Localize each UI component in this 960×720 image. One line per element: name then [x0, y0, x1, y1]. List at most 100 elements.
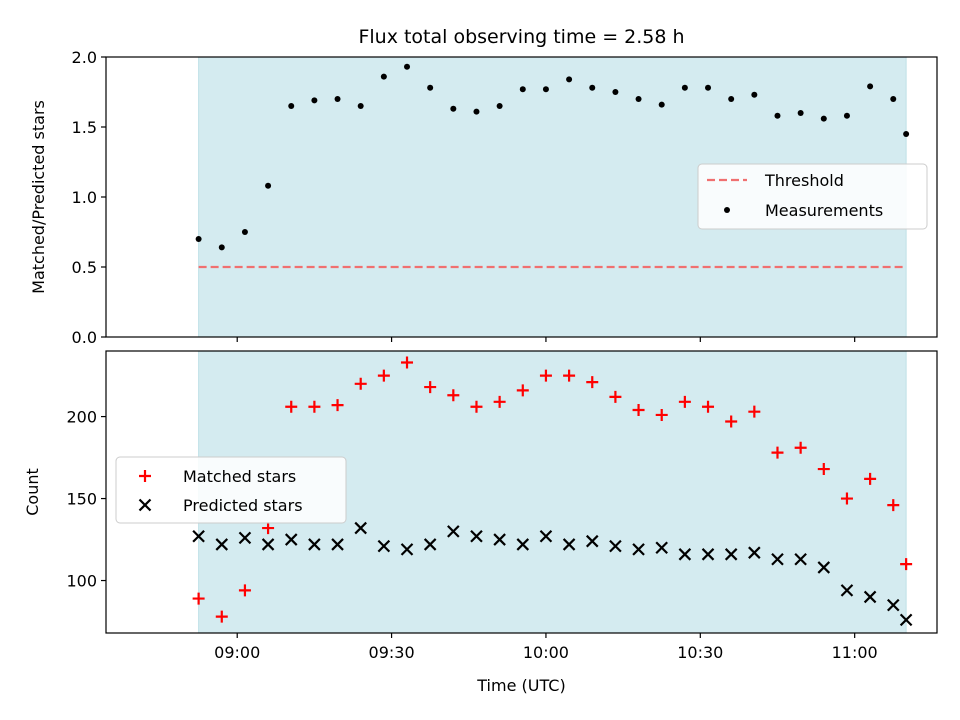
predicted-star-point: [284, 533, 298, 546]
predicted-star-point: [238, 531, 252, 545]
matched-star-point: [586, 376, 599, 389]
chart-title: Flux total observing time = 2.58 h: [358, 26, 684, 48]
matched-star-point: [262, 522, 275, 535]
measurement-point: [728, 96, 735, 102]
matched-star-point: [516, 384, 529, 397]
predicted-star-point: [724, 548, 738, 561]
predicted-star-point: [886, 598, 900, 612]
matched-star-point: [725, 415, 738, 428]
matched-star-point: [377, 369, 390, 382]
predicted-star-point: [493, 533, 506, 546]
matched-star-point: [887, 499, 900, 512]
matched-star-point: [192, 592, 205, 605]
measurement-point: [195, 236, 202, 242]
matched-star-point: [238, 584, 251, 597]
predicted-star-point: [794, 552, 807, 566]
matched-star-point: [401, 356, 414, 369]
y-tick-label: 1.5: [72, 118, 97, 137]
measurement-point: [774, 112, 781, 119]
measurement-point: [612, 89, 619, 95]
predicted-star-point: [377, 539, 391, 553]
matched-star-point: [655, 408, 668, 421]
bottom-panel: 100 150 200 09:00 09:30 10:00 10:30 11:00 Count T…: [23, 350, 938, 695]
measurement-point: [589, 84, 596, 91]
predicted-star-point: [516, 538, 530, 551]
predicted-star-point: [655, 541, 668, 555]
measurement-point: [867, 83, 874, 90]
legend-predicted-label: Predicted stars: [183, 496, 303, 515]
predicted-star-point: [470, 529, 483, 543]
matched-star-point: [817, 463, 830, 476]
measurement-point: [218, 244, 225, 251]
predicted-star-point: [771, 552, 784, 566]
matched-star-point: [678, 395, 691, 408]
matched-star-point: [285, 400, 298, 413]
y-tick-label: 200: [66, 408, 97, 427]
measurement-point: [635, 96, 642, 102]
y-tick-label: 0.5: [72, 258, 97, 277]
x-tick-label: 09:30: [369, 643, 415, 662]
predicted-star-point: [331, 538, 344, 551]
legend-measurements-label: Measurements: [765, 201, 883, 220]
legend-measurements-swatch: [724, 207, 730, 213]
measurement-point: [519, 86, 526, 93]
measurement-point: [705, 84, 712, 91]
predicted-star-point: [632, 543, 645, 556]
measurement-point: [542, 86, 549, 93]
matched-star-point: [702, 400, 715, 413]
predicted-star-point: [678, 548, 692, 561]
y-axis-label: Matched/Predicted stars: [29, 100, 48, 294]
measurement-point: [751, 91, 758, 98]
predicted-star-point: [840, 584, 854, 597]
predicted-star-point: [192, 529, 205, 543]
predicted-star-point: [817, 561, 831, 574]
x-tick-label: 10:00: [523, 643, 569, 662]
legend-predicted-swatch: [138, 498, 152, 512]
matched-star-point: [748, 405, 761, 418]
measurement-point: [820, 115, 827, 122]
legend-box: [697, 163, 928, 230]
y-axis-label: Count: [23, 468, 42, 516]
matched-star-point: [609, 390, 622, 403]
x-tick-label: 09:00: [214, 643, 260, 662]
measurement-point: [380, 73, 387, 80]
legend-threshold-label: Threshold: [764, 171, 844, 190]
predicted-star-point: [863, 590, 877, 604]
y-tick-label: 100: [66, 572, 97, 591]
matched-star-point: [771, 446, 784, 459]
matched-star-point: [470, 400, 483, 413]
measurement-point: [288, 103, 295, 109]
legend: Threshold Measurements: [697, 163, 928, 230]
predicted-star-point: [562, 538, 576, 551]
matched-star-point: [632, 404, 645, 417]
matched-star-point: [563, 369, 576, 382]
x-tick-label: 10:30: [677, 643, 723, 662]
matched-star-point: [331, 399, 344, 412]
predicted-star-point: [423, 538, 437, 551]
x-tick-label: 11:00: [832, 643, 878, 662]
y-tick-label: 150: [66, 490, 97, 509]
x-axis-label: Time (UTC): [476, 676, 565, 695]
legend-box: [115, 456, 347, 524]
measurement-point: [427, 84, 434, 91]
legend-matched-swatch: [139, 470, 151, 482]
matched-star-point: [539, 369, 552, 382]
matched-star-point: [900, 558, 913, 571]
matched-star-point: [864, 472, 877, 485]
measurement-point: [265, 182, 272, 189]
predicted-star-point: [400, 543, 414, 556]
measurement-point: [241, 229, 248, 235]
measurement-point: [681, 84, 688, 91]
predicted-star-point: [354, 521, 367, 535]
matched-star-point: [840, 492, 853, 505]
matched-star-point: [354, 377, 367, 390]
measurement-point: [334, 96, 341, 102]
legend: Matched stars Predicted stars: [115, 456, 347, 524]
y-tick-label: 1.0: [72, 188, 97, 207]
measurement-point: [404, 63, 411, 70]
measurement-point: [566, 76, 573, 83]
plot-frame: [105, 350, 938, 634]
predicted-star-point: [215, 538, 229, 551]
matched-star-point: [794, 441, 807, 454]
